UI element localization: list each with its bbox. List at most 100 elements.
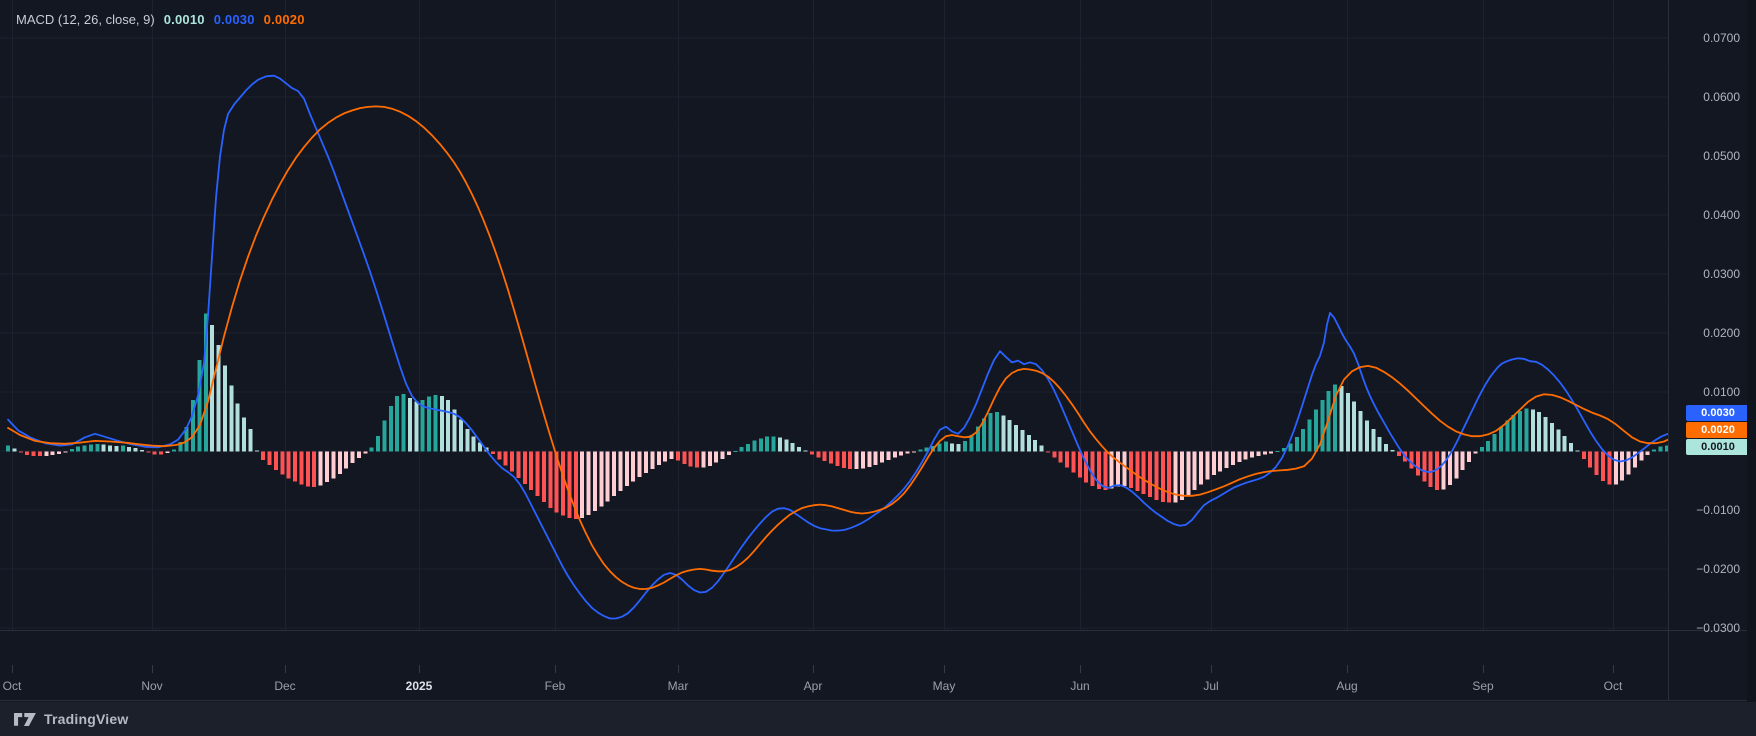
y-axis-label: −0.0300 — [1696, 621, 1740, 635]
histogram-bar — [1173, 451, 1178, 503]
histogram-bar — [1569, 442, 1574, 452]
x-axis-label: Oct — [1603, 679, 1623, 693]
histogram-bar — [1116, 451, 1121, 487]
histogram-bar — [1377, 437, 1382, 452]
histogram-bar — [1364, 420, 1369, 452]
histogram-bar — [1550, 423, 1554, 452]
histogram-bar — [535, 451, 540, 497]
macd-line — [7, 74, 1668, 620]
histogram-bar — [593, 451, 597, 511]
y-axis-label: 0.0500 — [1703, 149, 1740, 163]
price-badge-signal: 0.0020 — [1686, 422, 1750, 438]
histogram-bar — [1269, 451, 1274, 454]
histogram-bar — [1511, 415, 1516, 452]
histogram-bar — [618, 451, 623, 491]
histogram-bar — [1097, 451, 1101, 489]
histogram-bar — [1007, 420, 1012, 452]
histogram-bar — [312, 451, 317, 487]
histogram-bar — [541, 451, 546, 503]
histogram-bar — [414, 401, 419, 452]
histogram-bar — [407, 398, 412, 452]
indicator-title[interactable]: MACD (12, 26, close, 9) — [16, 12, 155, 27]
histogram-bar — [1294, 437, 1299, 452]
x-tickmark — [285, 665, 286, 673]
histogram-bar — [605, 451, 610, 502]
histogram-bar — [1333, 384, 1337, 452]
histogram-bar — [88, 444, 93, 452]
histogram-bar — [624, 451, 629, 486]
tradingview-brand-text: TradingView — [44, 711, 129, 727]
histogram-bar — [1199, 451, 1204, 485]
macd-chart-plot[interactable] — [0, 0, 1668, 701]
price-axis[interactable]: 0.0700 0.0600 0.0500 0.0400 0.0300 0.0200 0.01… — [1668, 0, 1756, 701]
histogram-bar — [1211, 451, 1216, 476]
histogram-bar — [822, 451, 827, 461]
histogram-bar — [1275, 451, 1280, 453]
price-badge-histogram: 0.0010 — [1686, 439, 1750, 455]
histogram-bar — [101, 444, 106, 452]
histogram-bar — [1435, 451, 1440, 491]
histogram-bar — [816, 451, 821, 458]
macd-value: 0.0030 — [213, 12, 255, 27]
histogram-bar — [1454, 451, 1459, 479]
histogram-bar — [631, 451, 636, 482]
histogram-bar — [331, 451, 336, 479]
y-axis-label: 0.0300 — [1703, 267, 1740, 281]
histogram-bar — [707, 451, 712, 466]
histogram-bar — [50, 451, 55, 456]
y-axis-label: 0.0400 — [1703, 208, 1740, 222]
histogram-bar — [203, 313, 208, 452]
histogram-bar — [1658, 446, 1663, 452]
histogram-bar — [637, 451, 642, 478]
histogram-bar — [1039, 445, 1044, 452]
right-edge-gutter — [1747, 0, 1756, 701]
histogram-bar — [1001, 415, 1006, 452]
histogram-bar — [1441, 451, 1446, 490]
histogram-bar — [280, 451, 285, 475]
x-tickmark — [1080, 665, 1081, 673]
tradingview-logo[interactable]: TradingView — [14, 711, 128, 727]
histogram-bar — [114, 446, 119, 452]
histogram-bar — [1282, 448, 1286, 452]
histogram-bar — [1033, 440, 1038, 452]
histogram-bar — [1122, 451, 1127, 487]
histogram-bar — [1237, 451, 1242, 462]
histogram-bar — [152, 451, 157, 455]
histogram-bar — [1313, 409, 1318, 452]
histogram-bar — [1262, 451, 1267, 455]
histogram-bar — [1473, 451, 1478, 454]
histogram-bar — [69, 449, 74, 452]
x-axis-label: Feb — [544, 679, 566, 693]
histogram-bar — [446, 399, 451, 452]
histogram-bar — [459, 419, 463, 452]
histogram-bar — [1390, 450, 1395, 452]
x-axis-label: Aug — [1336, 679, 1358, 693]
histogram-bar — [108, 445, 113, 452]
histogram-bar — [356, 451, 361, 458]
histogram-bar — [714, 451, 719, 463]
histogram-bar — [1084, 451, 1089, 483]
histogram-bar — [12, 448, 17, 452]
x-tickmark — [1347, 665, 1348, 673]
histogram-bar — [1256, 451, 1261, 456]
histogram-bar — [918, 449, 923, 452]
histogram-bar — [171, 449, 176, 452]
time-axis[interactable]: Oct Nov Dec 2025 Feb Mar Apr May Jun Jul Aug Sep Oct — [0, 630, 1756, 701]
histogram-bar — [1026, 435, 1031, 452]
histogram-bar — [510, 451, 514, 472]
histogram-bar — [867, 451, 872, 467]
histogram-bar — [325, 451, 329, 483]
histogram-bar — [1416, 451, 1420, 476]
histogram-bar — [1301, 429, 1306, 452]
histogram-bar — [548, 451, 553, 508]
histogram-bar — [146, 451, 151, 453]
histogram-bar — [1167, 451, 1172, 503]
histogram-bar — [235, 403, 240, 452]
histogram-bar — [688, 451, 693, 467]
histogram-bar — [350, 451, 355, 463]
x-axis-label: Sep — [1472, 679, 1494, 693]
histogram-bar — [452, 409, 457, 452]
histogram-bar — [25, 451, 30, 455]
histogram-bar — [31, 451, 36, 456]
